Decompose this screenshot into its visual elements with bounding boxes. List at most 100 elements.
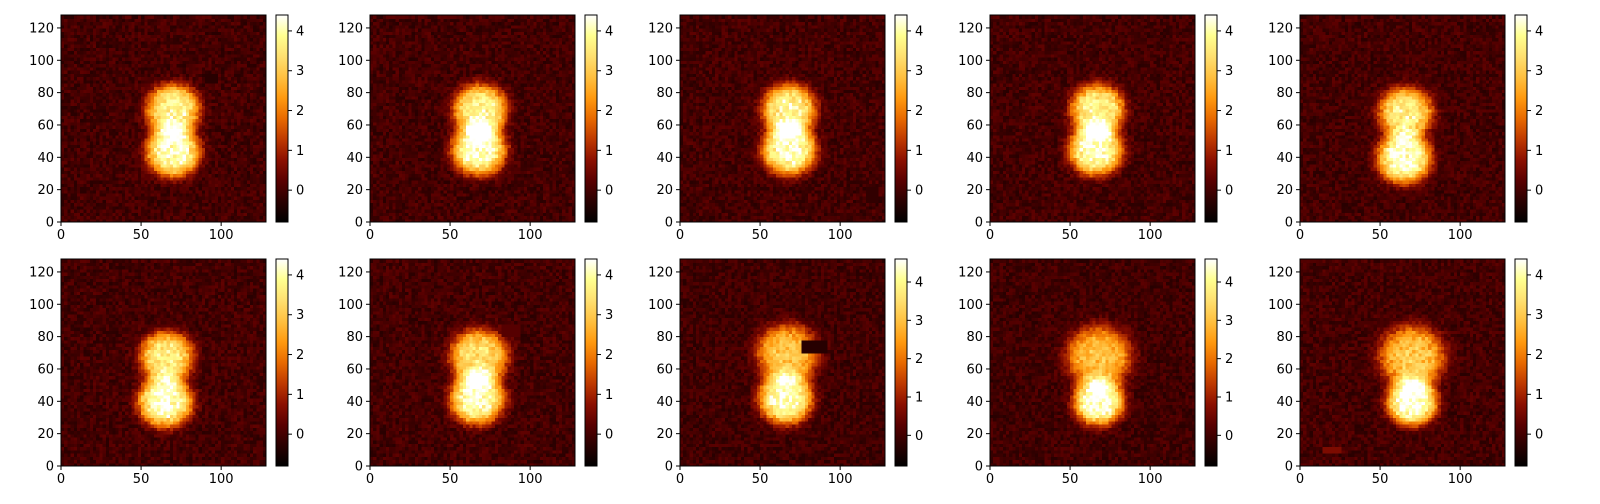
colorbar bbox=[1205, 259, 1217, 466]
y-tick-label: 80 bbox=[346, 330, 363, 345]
colorbar-tick-label: 3 bbox=[605, 64, 613, 79]
y-tick-label: 40 bbox=[656, 395, 673, 410]
colorbar-tick-label: 3 bbox=[296, 308, 304, 323]
y-tick-label: 100 bbox=[958, 298, 983, 313]
x-tick-label: 0 bbox=[1296, 472, 1304, 487]
x-tick-label: 100 bbox=[518, 228, 543, 243]
y-tick-label: 40 bbox=[37, 395, 54, 410]
colorbar-tick-label: 2 bbox=[296, 348, 304, 363]
x-tick-label: 50 bbox=[1372, 228, 1389, 243]
y-tick-label: 80 bbox=[37, 86, 54, 101]
y-tick-label: 80 bbox=[1276, 86, 1293, 101]
y-tick-label: 100 bbox=[338, 54, 363, 69]
y-tick-label: 40 bbox=[1276, 395, 1293, 410]
y-tick-label: 0 bbox=[355, 216, 363, 231]
y-tick-label: 120 bbox=[1268, 265, 1293, 280]
y-tick-label: 60 bbox=[966, 118, 983, 133]
y-tick-label: 80 bbox=[37, 330, 54, 345]
colorbar-tick-label: 0 bbox=[296, 184, 304, 199]
y-tick-label: 80 bbox=[346, 86, 363, 101]
colorbar-tick-label: 2 bbox=[296, 104, 304, 119]
colorbar-tick-label: 3 bbox=[296, 64, 304, 79]
colorbar-tick-label: 3 bbox=[1535, 64, 1543, 79]
y-tick-label: 120 bbox=[648, 265, 673, 280]
x-tick-label: 100 bbox=[1138, 472, 1163, 487]
y-tick-label: 100 bbox=[338, 298, 363, 313]
colorbar bbox=[585, 15, 597, 222]
y-tick-label: 100 bbox=[958, 54, 983, 69]
y-tick-label: 20 bbox=[966, 427, 983, 442]
y-tick-label: 80 bbox=[656, 330, 673, 345]
y-tick-label: 60 bbox=[1276, 118, 1293, 133]
heatmap-image bbox=[370, 259, 576, 467]
y-tick-label: 0 bbox=[665, 460, 673, 475]
colorbar-tick-label: 4 bbox=[605, 24, 613, 39]
colorbar-tick-label: 0 bbox=[1225, 429, 1233, 444]
colorbar-tick-label: 2 bbox=[915, 104, 923, 119]
y-tick-label: 0 bbox=[665, 216, 673, 231]
x-tick-label: 50 bbox=[133, 472, 150, 487]
x-tick-label: 100 bbox=[518, 472, 543, 487]
x-tick-label: 50 bbox=[1062, 472, 1079, 487]
colorbar bbox=[1515, 15, 1527, 222]
y-tick-label: 120 bbox=[958, 265, 983, 280]
colorbar-tick-label: 4 bbox=[1225, 24, 1233, 39]
y-tick-label: 20 bbox=[1276, 427, 1293, 442]
colorbar-tick-label: 4 bbox=[296, 268, 304, 283]
colorbar-tick-label: 3 bbox=[1535, 308, 1543, 323]
colorbar-tick-label: 2 bbox=[1225, 104, 1233, 119]
y-tick-label: 40 bbox=[37, 151, 54, 166]
y-tick-label: 40 bbox=[1276, 151, 1293, 166]
x-tick-label: 0 bbox=[57, 228, 65, 243]
x-tick-label: 0 bbox=[676, 472, 684, 487]
y-tick-label: 120 bbox=[338, 265, 363, 280]
y-tick-label: 20 bbox=[37, 427, 54, 442]
colorbar bbox=[585, 259, 597, 466]
y-tick-label: 20 bbox=[346, 183, 363, 198]
colorbar-tick-label: 1 bbox=[1225, 144, 1233, 159]
colorbar-tick-label: 2 bbox=[605, 348, 613, 363]
y-tick-label: 0 bbox=[975, 460, 983, 475]
heatmap-image bbox=[680, 15, 886, 223]
y-tick-label: 20 bbox=[37, 183, 54, 198]
colorbar bbox=[1515, 259, 1527, 466]
y-tick-label: 100 bbox=[29, 298, 54, 313]
y-tick-label: 100 bbox=[648, 298, 673, 313]
y-tick-label: 100 bbox=[29, 54, 54, 69]
colorbar-tick-label: 1 bbox=[1225, 391, 1233, 406]
colorbar-tick-label: 1 bbox=[296, 144, 304, 159]
heatmap-image bbox=[1300, 259, 1506, 467]
colorbar-tick-label: 0 bbox=[605, 428, 613, 443]
colorbar bbox=[1205, 15, 1217, 222]
x-tick-label: 50 bbox=[1062, 228, 1079, 243]
colorbar-tick-label: 1 bbox=[915, 144, 923, 159]
y-tick-label: 60 bbox=[656, 362, 673, 377]
colorbar-tick-label: 2 bbox=[915, 352, 923, 367]
y-tick-label: 80 bbox=[656, 86, 673, 101]
x-tick-label: 0 bbox=[57, 472, 65, 487]
x-tick-label: 50 bbox=[442, 228, 459, 243]
colorbar-tick-label: 4 bbox=[1225, 276, 1233, 291]
x-tick-label: 0 bbox=[986, 472, 994, 487]
y-tick-label: 20 bbox=[346, 427, 363, 442]
colorbar-tick-label: 0 bbox=[1225, 184, 1233, 199]
x-tick-label: 50 bbox=[133, 228, 150, 243]
heatmap-image bbox=[370, 15, 576, 223]
colorbar bbox=[276, 259, 288, 466]
colorbar-tick-label: 0 bbox=[605, 184, 613, 199]
colorbar-tick-label: 4 bbox=[605, 268, 613, 283]
y-tick-label: 0 bbox=[46, 216, 54, 231]
x-tick-label: 100 bbox=[1448, 228, 1473, 243]
y-tick-label: 120 bbox=[338, 21, 363, 36]
y-tick-label: 20 bbox=[656, 427, 673, 442]
x-tick-label: 0 bbox=[986, 228, 994, 243]
colorbar bbox=[276, 15, 288, 222]
